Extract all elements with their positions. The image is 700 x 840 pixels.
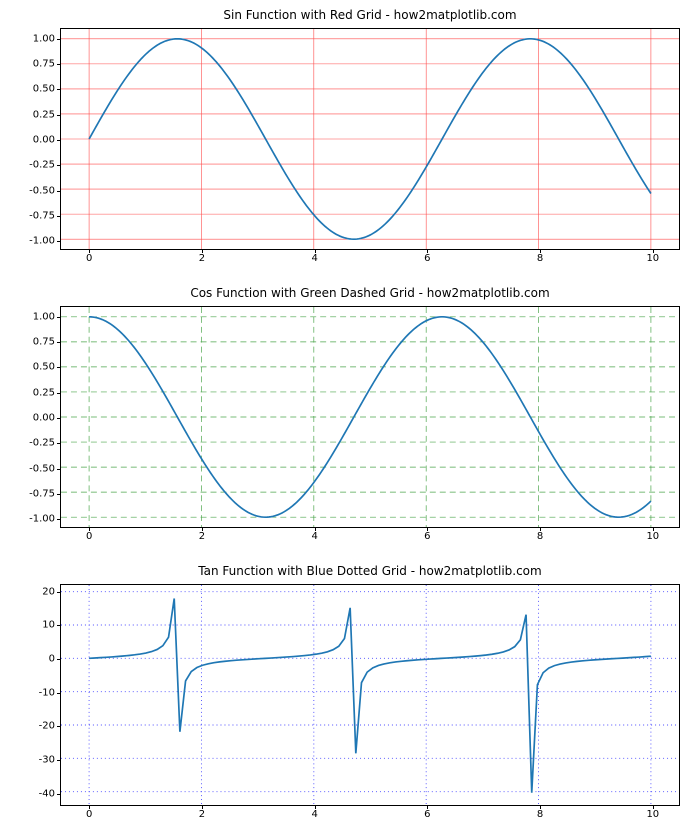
ytick-label: -0.75 bbox=[29, 488, 55, 499]
xtick-label: 10 bbox=[646, 253, 659, 264]
plot-area: -1.00-0.75-0.50-0.250.000.250.500.751.00… bbox=[60, 306, 680, 528]
ytick-label: 0.25 bbox=[33, 387, 55, 398]
xtick-label: 0 bbox=[86, 253, 92, 264]
subplot-sin: Sin Function with Red Grid - how2matplot… bbox=[60, 28, 680, 250]
ytick-label: -0.75 bbox=[29, 210, 55, 221]
ytick-label: 0.00 bbox=[33, 135, 55, 146]
xtick-label: 2 bbox=[199, 809, 205, 820]
ytick-label: 0.75 bbox=[33, 337, 55, 348]
xtick-label: 10 bbox=[646, 531, 659, 542]
plot-svg bbox=[61, 585, 679, 805]
ytick-label: 10 bbox=[42, 620, 55, 631]
figure: Sin Function with Red Grid - how2matplot… bbox=[0, 0, 700, 840]
xtick-label: 6 bbox=[424, 531, 430, 542]
xtick-label: 8 bbox=[537, 253, 543, 264]
ytick-label: 0.50 bbox=[33, 84, 55, 95]
plot-svg bbox=[61, 307, 679, 527]
xtick-label: 4 bbox=[311, 809, 317, 820]
ytick-label: 0.75 bbox=[33, 59, 55, 70]
plot-area: -40-30-20-10010200246810 bbox=[60, 584, 680, 806]
xtick-label: 2 bbox=[199, 253, 205, 264]
ytick-label: -1.00 bbox=[29, 236, 55, 247]
ytick-label: -0.50 bbox=[29, 463, 55, 474]
xtick-label: 8 bbox=[537, 531, 543, 542]
ytick-label: -0.25 bbox=[29, 160, 55, 171]
ytick-label: 0.00 bbox=[33, 413, 55, 424]
ytick-label: -0.25 bbox=[29, 438, 55, 449]
ytick-label: 1.00 bbox=[33, 311, 55, 322]
xtick-label: 8 bbox=[537, 809, 543, 820]
subplot-tan: Tan Function with Blue Dotted Grid - how… bbox=[60, 584, 680, 806]
xtick-label: 4 bbox=[311, 531, 317, 542]
xtick-label: 4 bbox=[311, 253, 317, 264]
plot-svg bbox=[61, 29, 679, 249]
ytick-label: 1.00 bbox=[33, 33, 55, 44]
ytick-label: -20 bbox=[39, 721, 55, 732]
subplot-cos: Cos Function with Green Dashed Grid - ho… bbox=[60, 306, 680, 528]
ytick-label: -40 bbox=[39, 788, 55, 799]
xtick-label: 6 bbox=[424, 253, 430, 264]
xtick-label: 2 bbox=[199, 531, 205, 542]
xtick-label: 0 bbox=[86, 531, 92, 542]
xtick-label: 0 bbox=[86, 809, 92, 820]
ytick-label: -0.50 bbox=[29, 185, 55, 196]
ytick-label: 0.25 bbox=[33, 109, 55, 120]
ytick-label: 0 bbox=[49, 654, 55, 665]
xtick-label: 6 bbox=[424, 809, 430, 820]
ytick-label: 20 bbox=[42, 586, 55, 597]
subplot-title: Sin Function with Red Grid - how2matplot… bbox=[60, 8, 680, 22]
ytick-label: 0.50 bbox=[33, 362, 55, 373]
ytick-label: -1.00 bbox=[29, 514, 55, 525]
subplot-title: Cos Function with Green Dashed Grid - ho… bbox=[60, 286, 680, 300]
plot-area: -1.00-0.75-0.50-0.250.000.250.500.751.00… bbox=[60, 28, 680, 250]
ytick-label: -10 bbox=[39, 687, 55, 698]
xtick-label: 10 bbox=[646, 809, 659, 820]
ytick-label: -30 bbox=[39, 754, 55, 765]
subplot-title: Tan Function with Blue Dotted Grid - how… bbox=[60, 564, 680, 578]
